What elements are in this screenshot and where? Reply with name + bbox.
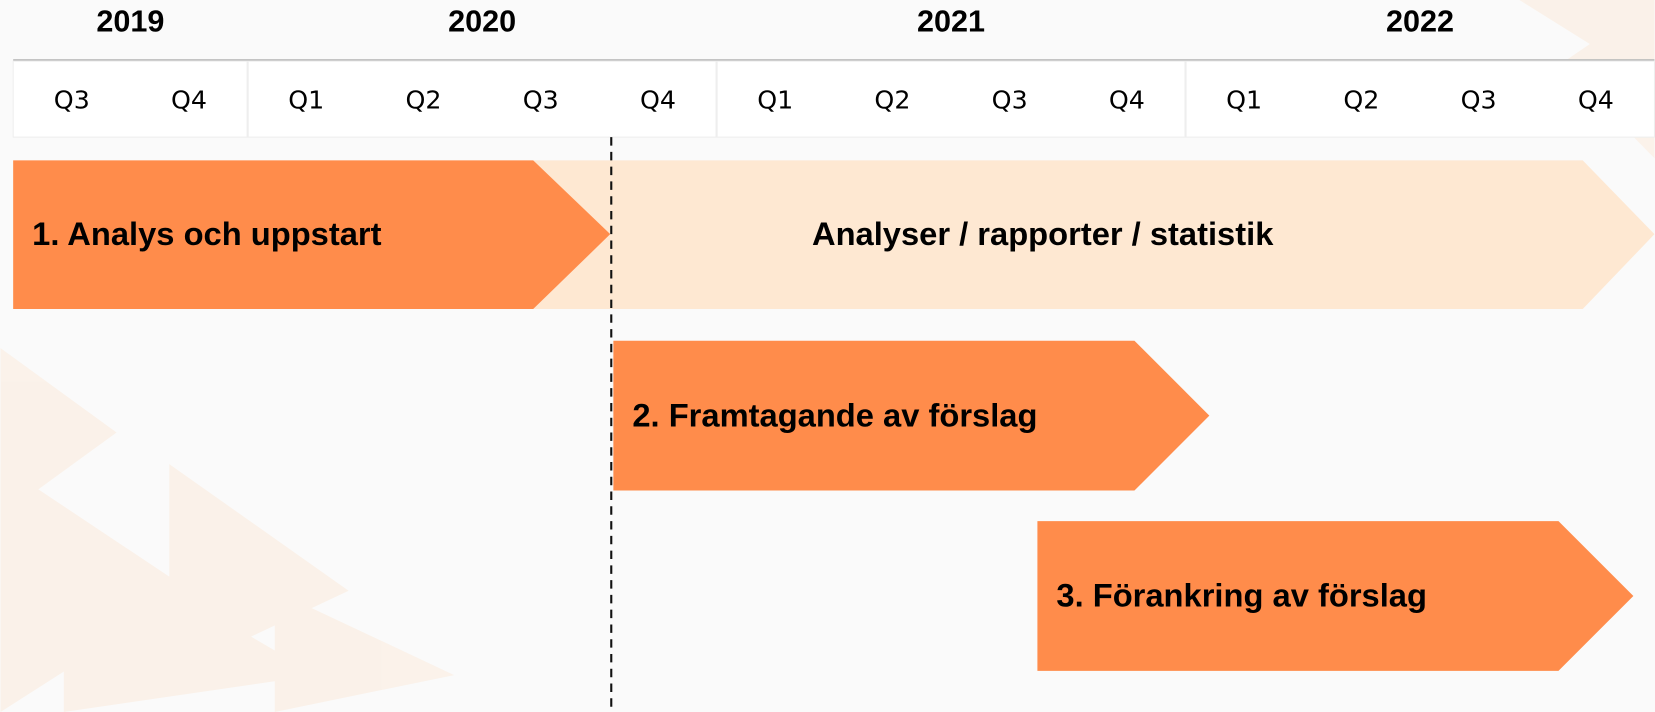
phase-bar bbox=[13, 160, 611, 310]
year-label: 2020 bbox=[448, 4, 516, 38]
quarter-label: Q3 bbox=[523, 85, 559, 114]
header: 2019 Q3 Q4 2020 Q1 Q2 Q3 Q4 2021 Q1 Q2 Q3 Q4 2022 Q1 Q2… bbox=[54, 4, 1614, 138]
quarter-label: Q1 bbox=[1226, 85, 1262, 114]
phase-bar bbox=[613, 340, 1210, 491]
year-label: 2022 bbox=[1386, 4, 1454, 38]
quarter-label: Q2 bbox=[874, 85, 910, 114]
phase-label: 1. Analys och uppstart bbox=[32, 215, 381, 252]
year-label: 2021 bbox=[917, 4, 985, 38]
quarter-label: Q3 bbox=[54, 85, 90, 114]
quarter-label: Q2 bbox=[1343, 85, 1379, 114]
quarter-label: Q1 bbox=[288, 85, 324, 114]
quarter-label: Q1 bbox=[757, 85, 793, 114]
phase-label: Analyser / rapporter / statistik bbox=[812, 215, 1274, 252]
phase-bar bbox=[1037, 521, 1634, 671]
phase-label: 3. Förankring av förslag bbox=[1056, 577, 1427, 614]
quarter-label: Q4 bbox=[640, 85, 676, 114]
quarter-label: Q3 bbox=[992, 85, 1028, 114]
year-label: 2019 bbox=[96, 4, 164, 38]
quarter-label: Q2 bbox=[405, 85, 441, 114]
quarter-row bbox=[12, 60, 1655, 138]
quarter-label: Q4 bbox=[1578, 85, 1614, 114]
quarter-label: Q4 bbox=[1109, 85, 1145, 114]
phase-label: 2. Framtagande av förslag bbox=[632, 396, 1037, 433]
quarter-label: Q4 bbox=[171, 85, 207, 114]
quarter-label: Q3 bbox=[1461, 85, 1497, 114]
